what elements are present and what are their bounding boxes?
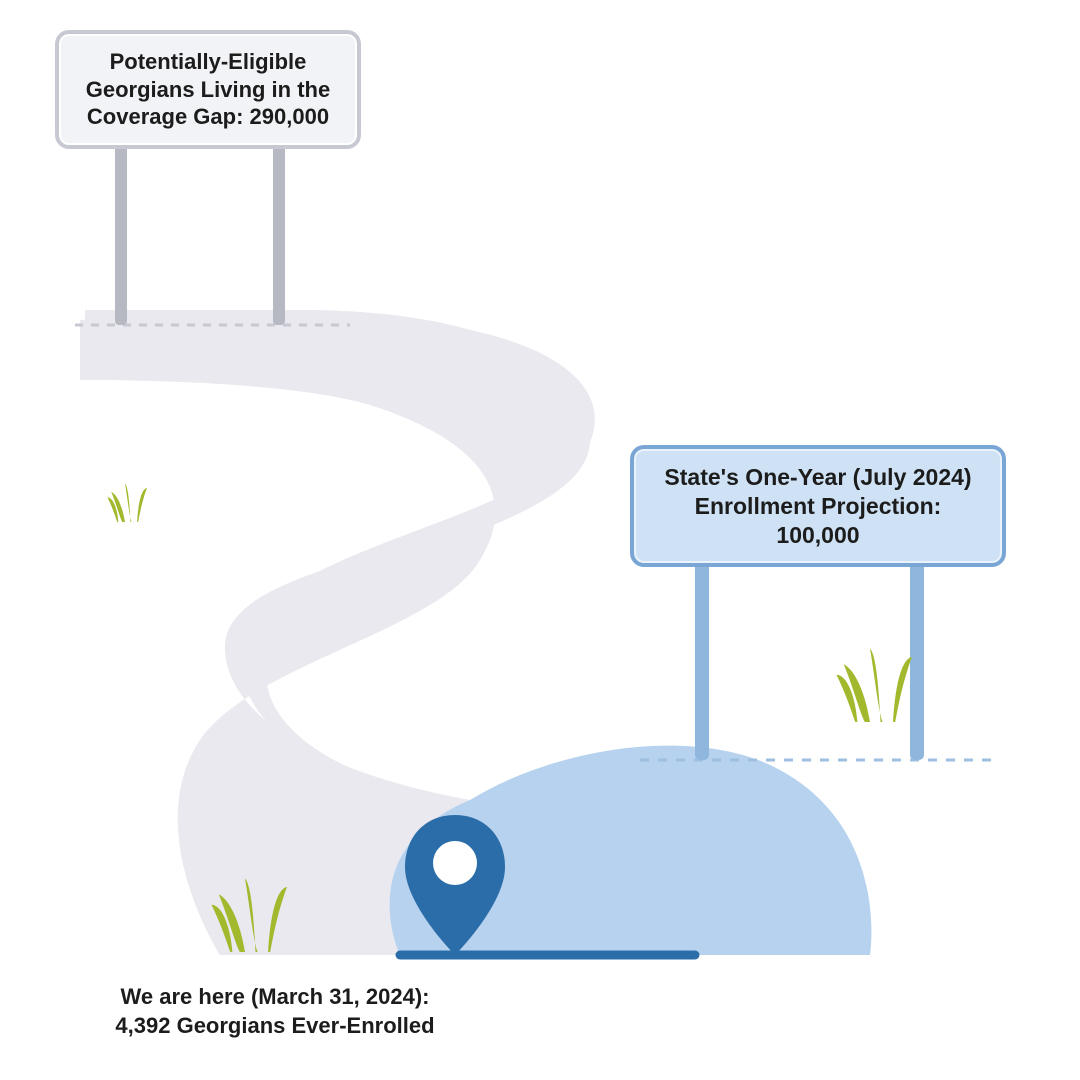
we-are-here-line1: We are here (March 31, 2024): [105, 983, 445, 1012]
sign-one-year-projection-board: State's One-Year (July 2024) Enrollment … [630, 445, 1006, 567]
sign-coverage-gap-line3: Coverage Gap: 290,000 [77, 103, 339, 131]
sign-one-year-line2: Enrollment Projection: [652, 492, 984, 521]
sign-coverage-gap-line2: Georgians Living in the [77, 76, 339, 104]
grass-1 [107, 484, 147, 523]
far-sign-post-right [273, 135, 285, 325]
sign-coverage-gap-line1: Potentially-Eligible [77, 48, 339, 76]
sign-one-year-line3: 100,000 [652, 521, 984, 550]
far-sign-post-left [115, 135, 127, 325]
near-sign-post-left [695, 560, 709, 760]
infographic-stage: Potentially-Eligible Georgians Living in… [0, 0, 1080, 1080]
sign-coverage-gap-board: Potentially-Eligible Georgians Living in… [55, 30, 361, 149]
near-sign-post-right [910, 560, 924, 760]
we-are-here-label: We are here (March 31, 2024): 4,392 Geor… [105, 983, 445, 1040]
we-are-here-line2: 4,392 Georgians Ever-Enrolled [105, 1012, 445, 1041]
sign-one-year-projection: State's One-Year (July 2024) Enrollment … [630, 445, 990, 567]
sign-coverage-gap: Potentially-Eligible Georgians Living in… [55, 30, 345, 149]
grass-2 [836, 649, 912, 723]
sign-one-year-line1: State's One-Year (July 2024) [652, 463, 984, 492]
